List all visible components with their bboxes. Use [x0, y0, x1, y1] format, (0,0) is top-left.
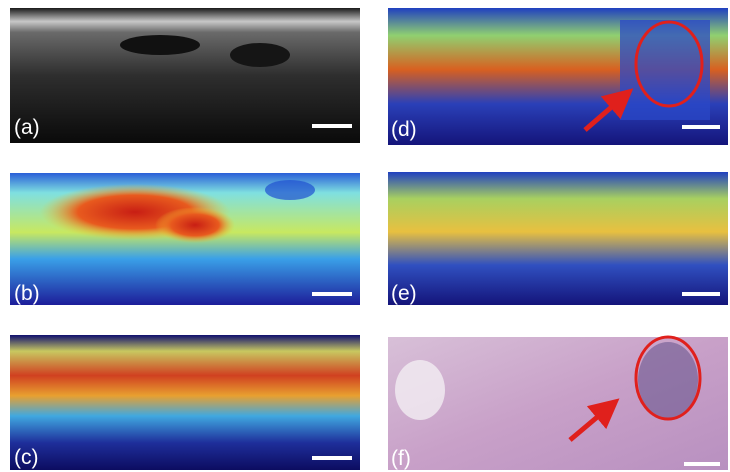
panel-label: (d): [391, 118, 417, 141]
panel-c: (c): [10, 335, 360, 470]
panel-label: (c): [14, 446, 39, 469]
panel-e: (e): [388, 172, 728, 305]
figure: (a) (b) (c) (d) (e) (f): [0, 0, 730, 472]
panel-a: (a): [10, 8, 360, 143]
panel-label: (e): [391, 282, 417, 305]
panel-f: (f): [388, 337, 728, 470]
panel-d: (d): [388, 8, 728, 145]
panel-label: (b): [14, 282, 40, 305]
panel-label: (a): [14, 116, 40, 139]
panel-b: (b): [10, 173, 360, 305]
panel-label: (f): [391, 447, 411, 470]
